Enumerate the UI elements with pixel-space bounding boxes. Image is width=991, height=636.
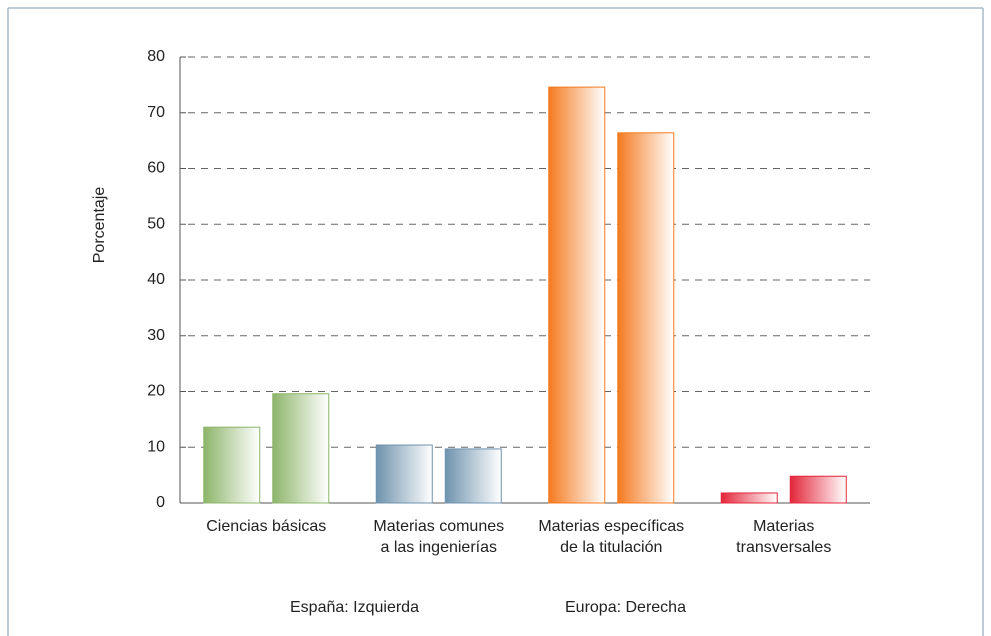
y-tick-label: 50	[147, 215, 165, 232]
y-tick-label: 40	[147, 271, 165, 288]
x-tick-label: transversales	[736, 539, 831, 556]
bar	[548, 86, 606, 504]
y-tick-label: 70	[147, 104, 165, 121]
x-tick-label: Ciencias básicas	[206, 518, 326, 535]
bar	[203, 426, 261, 504]
y-tick-label: 80	[147, 48, 165, 65]
y-tick-label: 0	[156, 494, 165, 511]
y-tick-label: 20	[147, 383, 165, 400]
x-tick-label: de la titulación	[560, 539, 662, 556]
x-tick-label: Materias comunes	[373, 518, 504, 535]
bar	[720, 492, 778, 504]
y-tick-label: 60	[147, 160, 165, 177]
bar	[272, 393, 330, 504]
y-tick-label: 30	[147, 327, 165, 344]
bar	[617, 132, 675, 504]
legend-label: Europa: Derecha	[565, 599, 686, 616]
x-tick-label: a las ingenierías	[380, 539, 497, 556]
bar	[789, 475, 847, 504]
y-tick-label: 10	[147, 438, 165, 455]
y-axis-label: Porcentaje	[91, 187, 108, 264]
legend-label: España: Izquierda	[290, 599, 419, 616]
x-tick-label: Materias	[753, 518, 814, 535]
bar	[444, 448, 502, 504]
x-tick-label: Materias específicas	[538, 518, 684, 535]
bar	[375, 444, 433, 504]
